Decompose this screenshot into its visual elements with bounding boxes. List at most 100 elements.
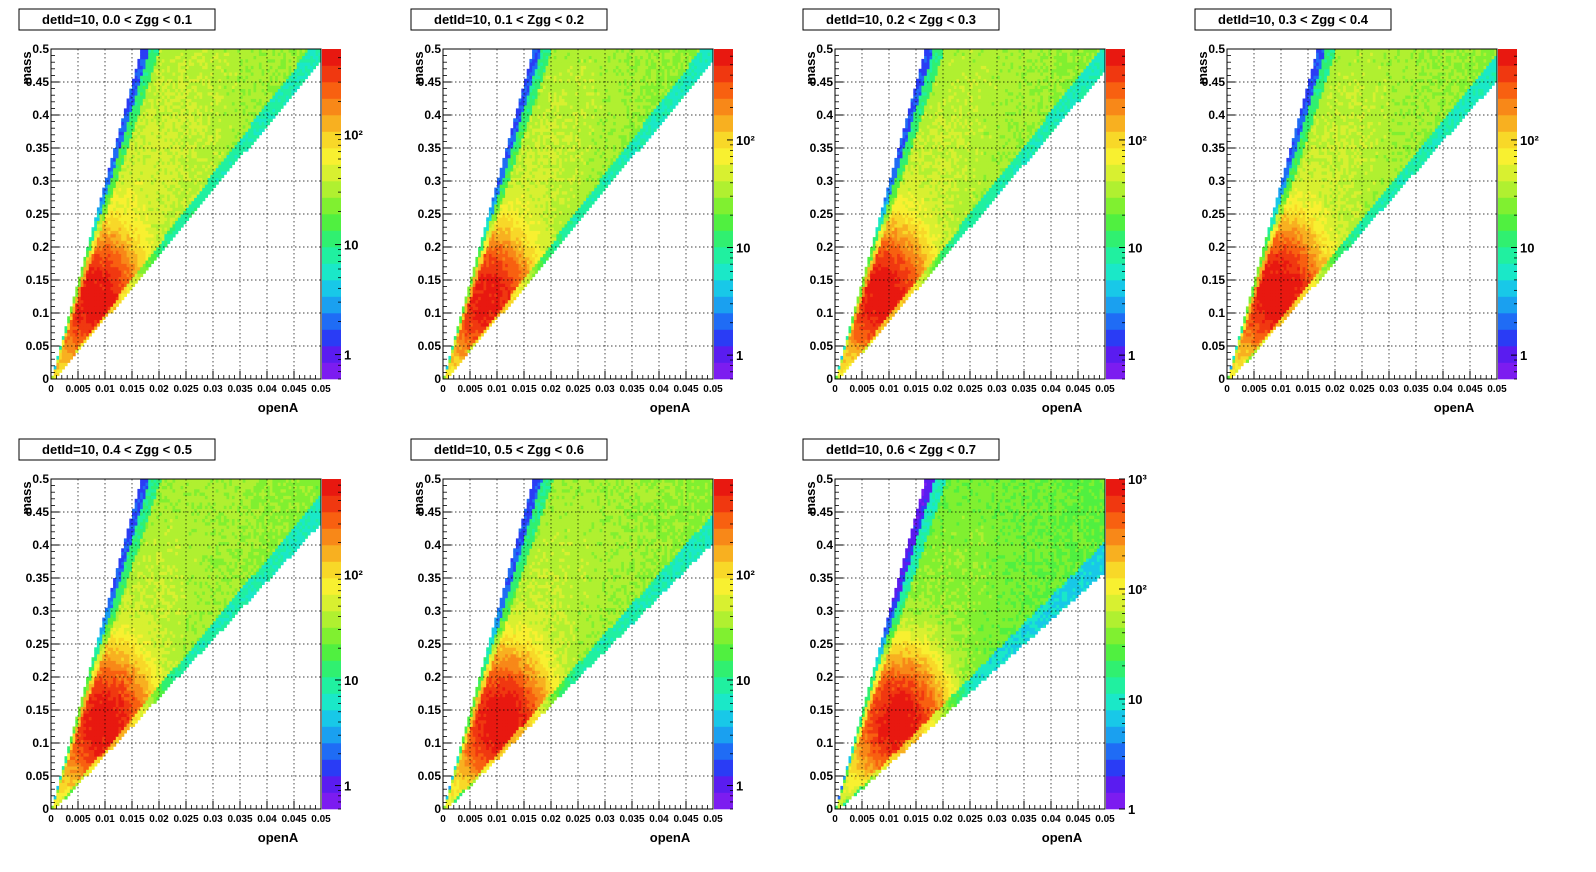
heatmap-cell xyxy=(67,339,70,343)
heatmap-cell xyxy=(173,115,176,119)
heatmap-cell xyxy=(245,108,248,112)
heatmap-cell xyxy=(167,141,170,145)
heatmap-cell xyxy=(154,214,157,218)
heatmap-cell xyxy=(221,69,224,73)
heatmap-cell xyxy=(478,273,481,277)
heatmap-cell xyxy=(208,118,211,122)
heatmap-cell xyxy=(208,72,211,76)
heatmap-cell xyxy=(232,52,235,56)
heatmap-cell xyxy=(519,171,522,175)
heatmap-cell xyxy=(92,313,95,317)
heatmap-cell xyxy=(86,287,89,291)
heatmap-cell xyxy=(511,141,514,145)
heatmap-cell xyxy=(132,118,135,122)
heatmap-cell xyxy=(56,359,59,363)
heatmap-cell xyxy=(524,254,527,258)
heatmap-cell xyxy=(497,194,500,198)
heatmap-cell xyxy=(519,250,522,254)
heatmap-cell xyxy=(251,132,254,136)
heatmap-cell xyxy=(519,221,522,225)
heatmap-cell xyxy=(146,158,149,162)
heatmap-cell xyxy=(162,158,165,162)
heatmap-cell xyxy=(194,56,197,60)
heatmap-cell xyxy=(148,132,151,136)
heatmap-cell xyxy=(213,102,216,106)
heatmap-cell xyxy=(505,174,508,178)
heatmap-cell xyxy=(529,161,532,165)
heatmap-cell xyxy=(502,194,505,198)
heatmap-cell xyxy=(205,49,208,53)
heatmap-cell xyxy=(148,234,151,238)
heatmap-cell xyxy=(186,122,189,126)
heatmap-cell xyxy=(146,122,149,126)
heatmap-cell xyxy=(175,102,178,106)
heatmap-cell xyxy=(524,135,527,139)
heatmap-cell xyxy=(478,293,481,297)
x-tick-label: 0.025 xyxy=(173,384,198,395)
heatmap-cell xyxy=(262,99,265,103)
heatmap-cell xyxy=(108,273,111,277)
heatmap-cell xyxy=(532,118,535,122)
heatmap-cell xyxy=(240,108,243,112)
heatmap-cell xyxy=(135,198,138,202)
heatmap-cell xyxy=(270,75,273,79)
heatmap-cell xyxy=(135,260,138,264)
heatmap-cell xyxy=(224,141,227,145)
heatmap-cell xyxy=(143,62,146,66)
heatmap-cell xyxy=(97,273,100,277)
heatmap-cell xyxy=(232,62,235,66)
heatmap-cell xyxy=(229,59,232,63)
heatmap-cell xyxy=(127,158,130,162)
heatmap-cell xyxy=(78,306,81,310)
heatmap-cell xyxy=(513,270,516,274)
heatmap-cell xyxy=(502,171,505,175)
heatmap-cell xyxy=(513,198,516,202)
heatmap-cell xyxy=(121,125,124,129)
heatmap-cell xyxy=(218,171,221,175)
heatmap-cell xyxy=(475,320,478,324)
heatmap-cell xyxy=(146,108,149,112)
heatmap-cell xyxy=(213,66,216,70)
heatmap-cell xyxy=(65,356,68,360)
heatmap-cell xyxy=(224,99,227,103)
heatmap-cell xyxy=(78,326,81,330)
heatmap-cell xyxy=(229,151,232,155)
heatmap-cell xyxy=(154,62,157,66)
heatmap-cell xyxy=(124,171,127,175)
heatmap-cell xyxy=(186,168,189,172)
heatmap-cell xyxy=(170,115,173,119)
heatmap-cell xyxy=(532,204,535,208)
heatmap-cell xyxy=(140,105,143,109)
heatmap-cell xyxy=(110,201,113,205)
heatmap-cell xyxy=(502,204,505,208)
heatmap-cell xyxy=(105,270,108,274)
heatmap-cell xyxy=(484,267,487,271)
heatmap-cell xyxy=(202,184,205,188)
heatmap-cell xyxy=(516,224,519,228)
heatmap-cell xyxy=(105,221,108,225)
heatmap-cell xyxy=(473,336,476,340)
heatmap-cell xyxy=(175,75,178,79)
heatmap-cell xyxy=(235,135,238,139)
heatmap-cell xyxy=(497,204,500,208)
heatmap-cell xyxy=(524,237,527,241)
heatmap-cell xyxy=(62,349,65,353)
heatmap-cell xyxy=(524,102,527,106)
heatmap-cell xyxy=(232,158,235,162)
heatmap-cell xyxy=(232,122,235,126)
heatmap-cell xyxy=(251,115,254,119)
heatmap-cell xyxy=(216,82,219,86)
heatmap-cell xyxy=(218,92,221,96)
heatmap-cell xyxy=(154,204,157,208)
heatmap-cell xyxy=(529,247,532,251)
heatmap-cell xyxy=(159,151,162,155)
heatmap-cell xyxy=(227,69,230,73)
heatmap-cell xyxy=(194,128,197,132)
heatmap-cell xyxy=(529,69,532,73)
heatmap-cell xyxy=(67,346,70,350)
heatmap-cell xyxy=(202,194,205,198)
heatmap-cell xyxy=(173,148,176,152)
heatmap-cell xyxy=(100,234,103,238)
heatmap-cell xyxy=(524,184,527,188)
heatmap-cell xyxy=(294,75,297,79)
